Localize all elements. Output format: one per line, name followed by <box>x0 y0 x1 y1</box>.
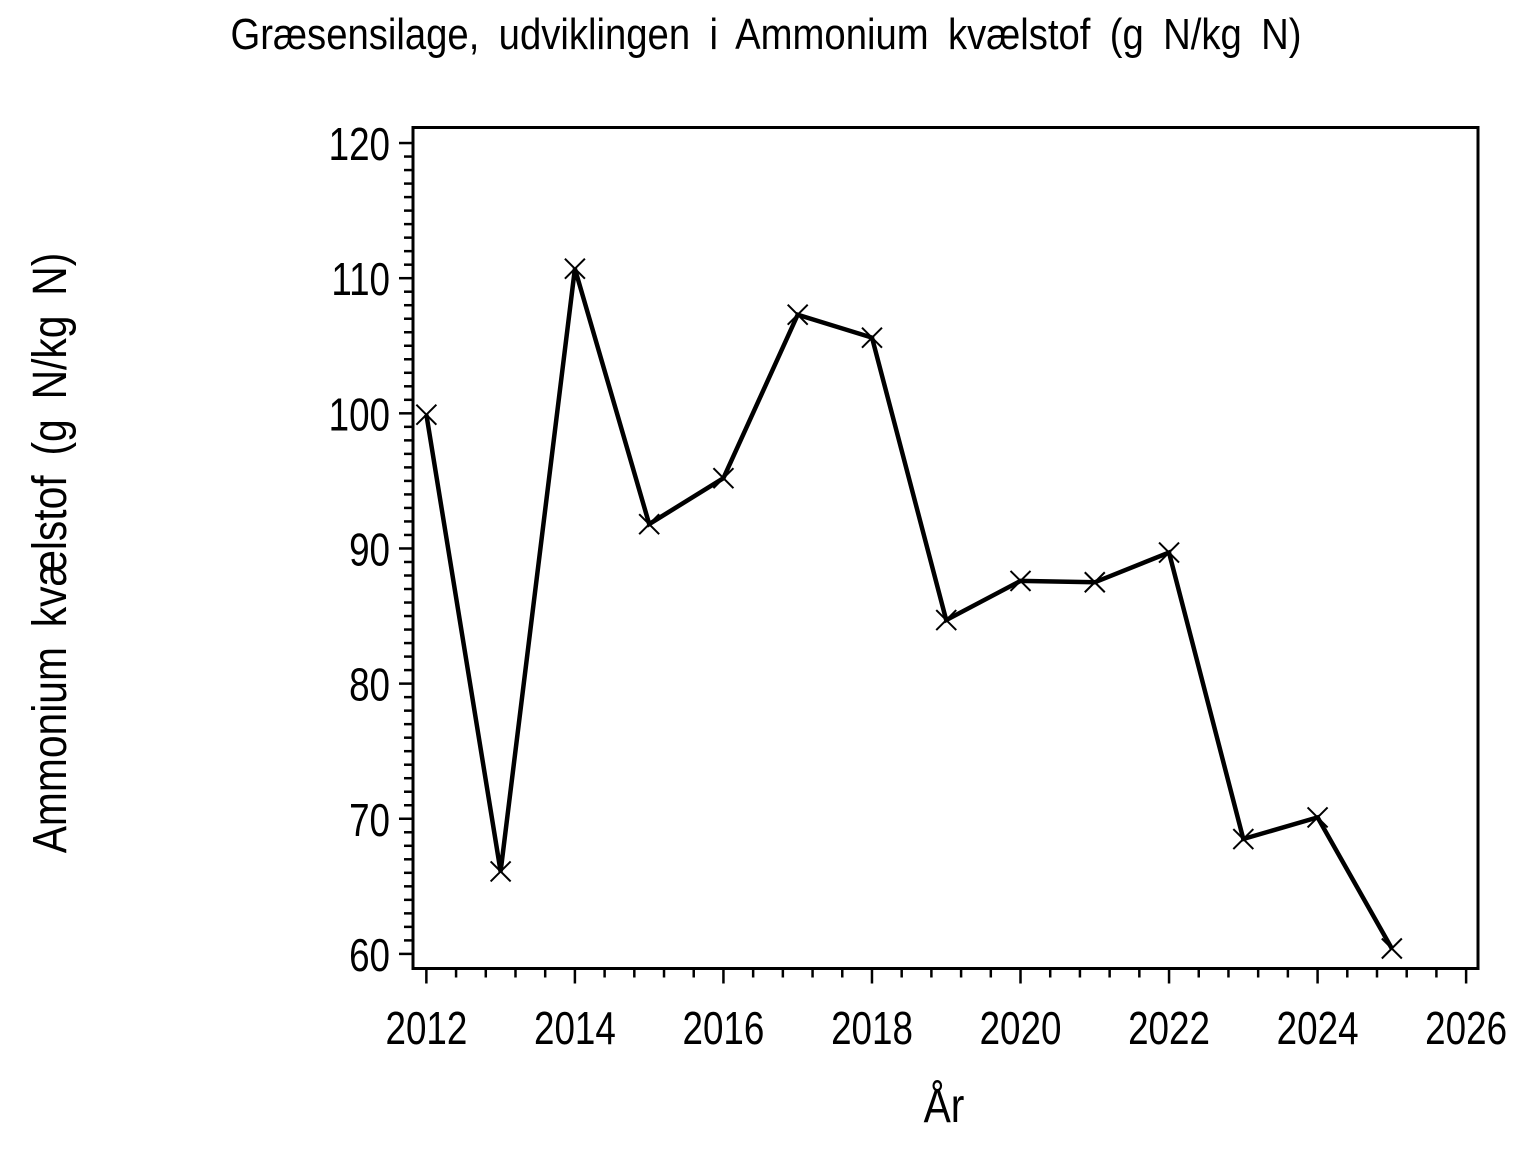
marker-stroke <box>786 303 809 326</box>
x-tick-label: 2020 <box>980 1002 1062 1054</box>
axis-ticks <box>399 141 1468 984</box>
x-axis-title: År <box>924 1080 965 1133</box>
data-point-marker <box>1009 570 1032 592</box>
data-series <box>415 258 1403 960</box>
marker-stroke <box>564 258 586 280</box>
data-point-marker <box>861 326 883 349</box>
marker-stroke <box>415 403 438 426</box>
axis-tick-labels: 60 70 80 90 100 110 120 2012 2014 2016 2018 2020 202… <box>329 118 1507 1054</box>
marker-stroke <box>1158 541 1180 564</box>
marker-stroke <box>712 467 735 489</box>
y-tick-label: 80 <box>349 659 390 711</box>
y-tick-label: 100 <box>329 388 390 440</box>
x-tick-label: 2012 <box>385 1002 467 1054</box>
marker-stroke <box>638 513 660 535</box>
data-point-marker <box>1084 571 1106 593</box>
x-tick-label: 2024 <box>1277 1002 1359 1054</box>
series-line <box>424 268 1394 950</box>
y-axis-title: Ammonium kvælstof (g N/kg N) <box>24 253 77 854</box>
data-point-marker <box>1158 541 1180 564</box>
y-tick-label: 120 <box>329 118 390 170</box>
y-tick-label: 60 <box>349 929 390 981</box>
data-point-marker <box>1381 937 1403 960</box>
data-point-marker <box>1232 828 1255 850</box>
marker-stroke <box>489 860 512 883</box>
marker-stroke <box>1009 570 1032 592</box>
marker-stroke <box>935 609 957 631</box>
chart-title: Græsensilage, udviklingen i Ammonium kvæ… <box>231 10 1302 59</box>
data-point-marker <box>638 513 660 535</box>
y-tick-label: 90 <box>349 524 390 576</box>
x-tick-label: 2016 <box>682 1002 764 1054</box>
marker-stroke <box>861 326 883 349</box>
plot-frame-rect <box>411 126 1480 970</box>
marker-stroke <box>1306 806 1329 829</box>
data-point-marker <box>415 403 438 426</box>
marker-stroke <box>1084 571 1106 593</box>
y-tick-label: 110 <box>331 253 390 305</box>
x-tick-label: 2022 <box>1128 1002 1210 1054</box>
x-tick-label: 2018 <box>831 1002 913 1054</box>
data-point-marker <box>1306 806 1329 829</box>
data-point-marker <box>786 303 809 326</box>
data-point-marker <box>489 860 512 883</box>
data-point-marker <box>935 609 957 631</box>
x-tick-label: 2026 <box>1425 1002 1507 1054</box>
x-tick-label: 2014 <box>534 1002 616 1054</box>
marker-stroke <box>1232 828 1255 850</box>
plot-frame <box>411 126 1480 970</box>
data-point-marker <box>564 258 586 280</box>
y-tick-label: 70 <box>349 794 390 846</box>
data-point-marker <box>712 467 735 489</box>
marker-stroke <box>1381 937 1403 960</box>
